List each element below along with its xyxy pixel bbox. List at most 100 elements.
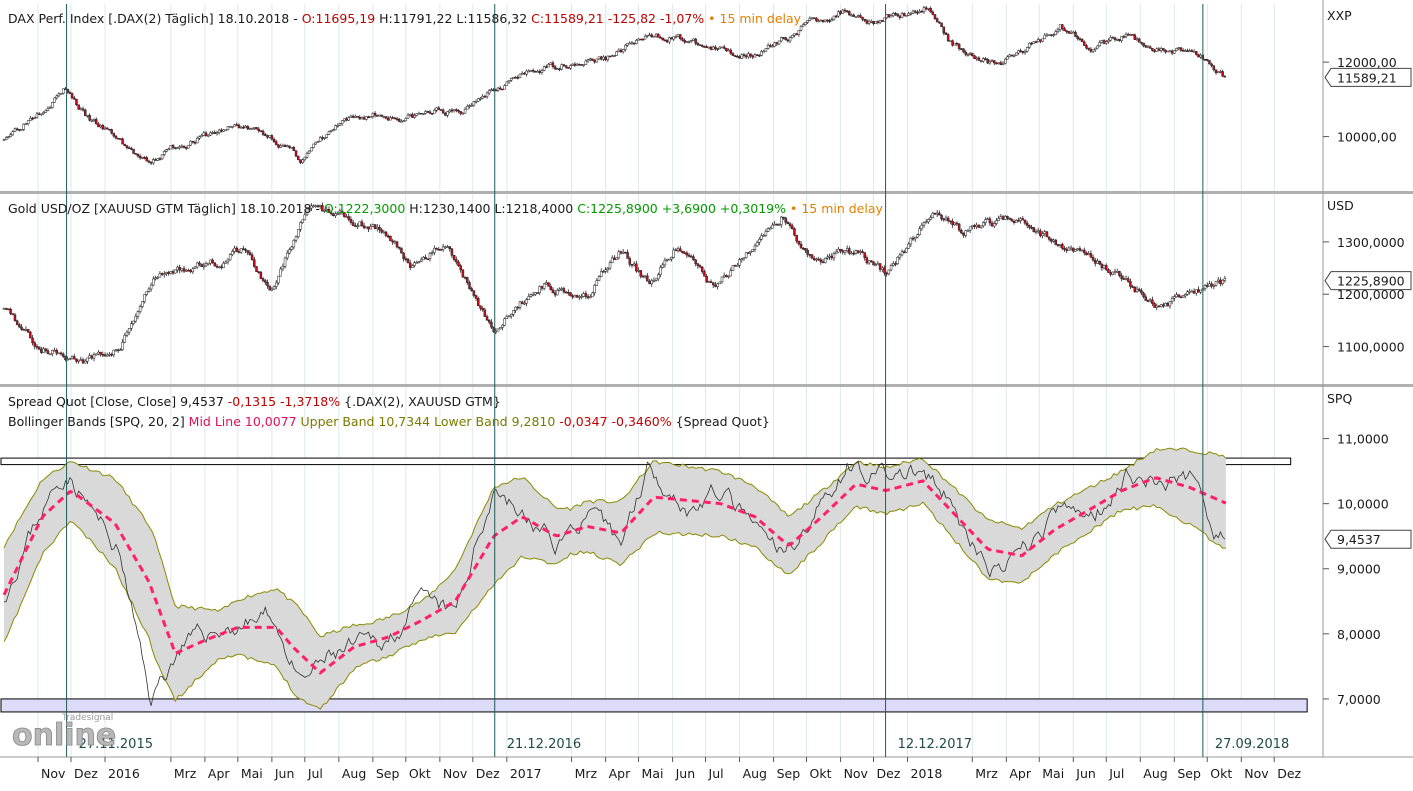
gold-candle [744,252,748,258]
gold-candle [580,296,583,298]
gold-candle [138,306,142,312]
dax-candle [705,46,708,48]
gold-candle [747,252,750,254]
dax-candle [75,98,78,105]
dax-candle [428,111,432,114]
dax-candle [325,134,329,138]
gold-candle [751,249,754,252]
dax-candle [918,10,921,13]
spq-y-tick-label: 11,0000 [1337,432,1389,447]
gold-candle [351,222,355,226]
dax-candle [303,157,307,160]
gold-candle [37,346,41,350]
gold-candle [766,228,770,232]
gold-candle [1223,278,1227,281]
dax-candle [369,116,372,118]
gold-candle [1210,283,1213,287]
dax-candle [479,97,482,100]
gold-candle [986,218,989,221]
dax-candle [165,149,168,152]
dax-candle [281,145,285,147]
gold-candle [696,263,700,266]
dax-candle [336,125,339,127]
gold-candle [703,271,706,277]
dax-candle [264,134,267,136]
dax-candle [283,145,287,147]
dax-candle [727,49,730,52]
gold-candle [1175,294,1178,298]
vertical-marker-label: 27.09.2018 [1215,737,1289,752]
gold-candle [283,257,287,267]
dax-candle [272,138,276,142]
dax-candle [582,64,585,66]
dax-candle [586,59,590,62]
gold-candle [610,257,614,263]
dax-candle [624,45,627,50]
dax-candle [564,65,568,68]
gold-candle [797,240,801,245]
gold-candle [1135,288,1139,293]
dax-candle [525,70,528,75]
dax-candle [997,62,1000,64]
x-tick-label: Jun [1075,766,1096,781]
dax-candle [589,58,592,61]
dax-candle [1021,51,1025,53]
gold-candle [40,348,43,353]
gold-candle [1199,289,1202,293]
dax-candle [435,107,438,111]
gold-candle [329,212,333,215]
dax-candle [1078,38,1082,40]
gold-candle [152,278,155,286]
dax-candle [929,8,932,13]
dax-candle [360,117,364,120]
gold-candle [391,240,394,243]
dax-candle [1219,71,1222,73]
gold-last-value-label: 1225,8900 [1337,274,1405,289]
spq-y-tick-label: 7,0000 [1337,692,1381,707]
gold-candle [310,205,313,209]
gold-candle [209,259,212,264]
dax-candle [86,115,89,117]
dax-candle [690,40,693,42]
dax-candle [1206,59,1209,61]
bollinger-header-part: {Spread Quot} [672,414,770,429]
gold-candle [810,254,814,259]
spread-header-part: 9,4537 [180,394,228,409]
dax-candle [105,127,109,130]
dax-candle [534,71,537,73]
dax-candle [850,14,853,17]
panel-separator-2 [0,384,1413,387]
gold-candle [999,216,1003,219]
gold-candle [944,217,948,221]
gold-candle [248,252,252,256]
dax-candle [1216,71,1220,74]
gold-y-tick-label: 1200,0000 [1337,287,1405,302]
gold-candle [694,259,697,264]
gold-candle [408,262,412,268]
dax-candle [591,58,594,61]
gold-candle [415,262,419,264]
gold-candle [920,224,924,230]
dax-candle [400,121,403,123]
dax-candle [40,113,43,116]
gold-candle [593,285,596,294]
bollinger-lower-band [3,501,1226,711]
x-tick-label: Jul [307,766,323,781]
gold-candle [200,263,203,268]
dax-candle [637,38,640,41]
gold-candle [455,259,458,263]
gold-candle [55,349,58,354]
gold-candle [922,222,926,226]
gold-candle [760,235,763,240]
dax-candle [556,68,559,70]
gold-candle [909,237,913,245]
dax-candle [1120,36,1123,41]
gold-candle [125,331,129,336]
dax-candle [775,42,779,45]
gold-candle [57,352,61,355]
gold-candle [907,243,910,249]
dax-candle [114,135,118,139]
dax-candle [1168,50,1172,53]
dax-candle [461,112,465,115]
gold-candle [632,263,636,266]
